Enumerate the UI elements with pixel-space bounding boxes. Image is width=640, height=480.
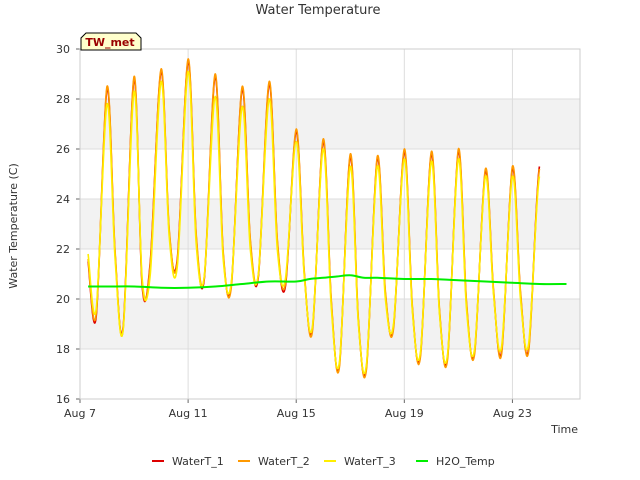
y-tick-label: 16: [56, 393, 70, 406]
legend: WaterT_1 WaterT_2 WaterT_3 H2O_Temp: [152, 455, 495, 468]
y-tick-label: 28: [56, 93, 70, 106]
y-tick-label: 30: [56, 43, 70, 56]
x-tick-label: Aug 15: [277, 407, 316, 420]
y-tick-label: 18: [56, 343, 70, 356]
legend-label-watert-2: WaterT_2: [258, 455, 310, 468]
y-tick-label: 22: [56, 243, 70, 256]
legend-label-watert-3: WaterT_3: [344, 455, 396, 468]
grid-band: [80, 99, 580, 149]
series-line-h2o-temp: [88, 274, 567, 289]
x-tick-label: Aug 7: [64, 407, 96, 420]
x-tick-label: Aug 23: [493, 407, 532, 420]
legend-label-h2o-temp: H2O_Temp: [436, 455, 495, 468]
station-label-text: TW_met: [85, 36, 134, 49]
y-tick-label: 24: [56, 193, 70, 206]
x-tick-label: Aug 11: [169, 407, 208, 420]
series-lines: [87, 58, 567, 379]
series-line-watert-3: [87, 70, 541, 374]
grid-band: [80, 199, 580, 249]
x-tick-label: Aug 19: [385, 407, 424, 420]
legend-label-watert-1: WaterT_1: [172, 455, 224, 468]
station-label-box: [80, 32, 142, 51]
x-axis-label: Time: [550, 423, 578, 436]
station-label: TW_met: [80, 32, 142, 51]
y-axis-label: Water Temperature (C): [7, 163, 20, 288]
chart-title: Water Temperature: [256, 3, 381, 18]
y-tick-label: 26: [56, 143, 70, 156]
y-axis-ticks: 16 18 20 22 24 26 28 30: [56, 43, 80, 406]
y-tick-label: 20: [56, 293, 70, 306]
plot-frame: [79, 48, 581, 400]
x-axis-ticks: Aug 7 Aug 11 Aug 15 Aug 19 Aug 23: [64, 399, 532, 420]
